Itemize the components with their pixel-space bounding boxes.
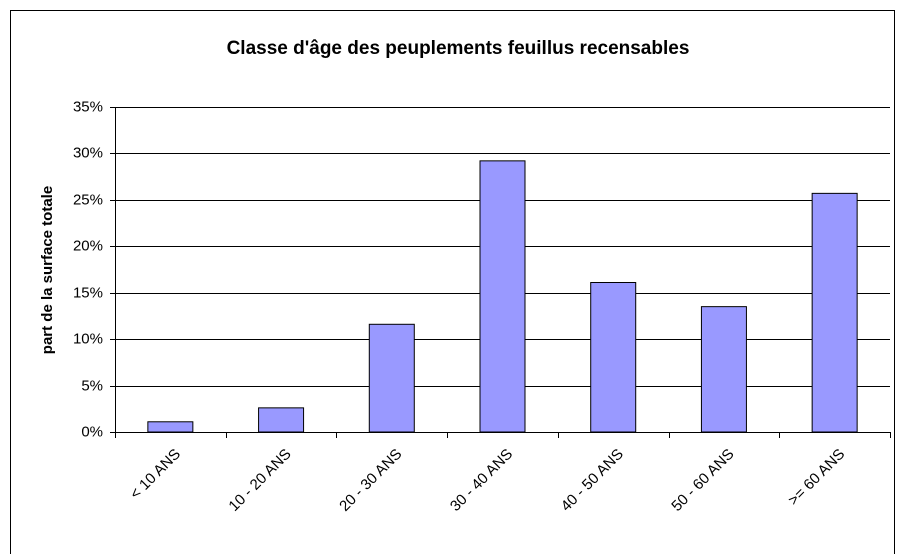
bar — [811, 192, 858, 433]
y-tick-label: 15% — [73, 284, 103, 301]
chart-border — [10, 10, 895, 554]
bar — [700, 306, 747, 433]
y-tick-label: 30% — [73, 144, 103, 161]
y-tick-label: 25% — [73, 191, 103, 208]
bar — [147, 421, 194, 433]
y-tick-label: 5% — [81, 377, 103, 394]
chart-title: Classe d'âge des peuplements feuillus re… — [227, 38, 690, 59]
y-tick-label: 0% — [81, 423, 103, 440]
bar — [258, 407, 305, 433]
y-axis-label: part de la surface totale — [39, 186, 56, 354]
bar — [479, 160, 526, 433]
y-tick-label: 10% — [73, 330, 103, 347]
bar — [590, 282, 637, 433]
y-tick-label: 35% — [73, 98, 103, 115]
bar — [368, 323, 415, 433]
y-tick-label: 20% — [73, 237, 103, 254]
